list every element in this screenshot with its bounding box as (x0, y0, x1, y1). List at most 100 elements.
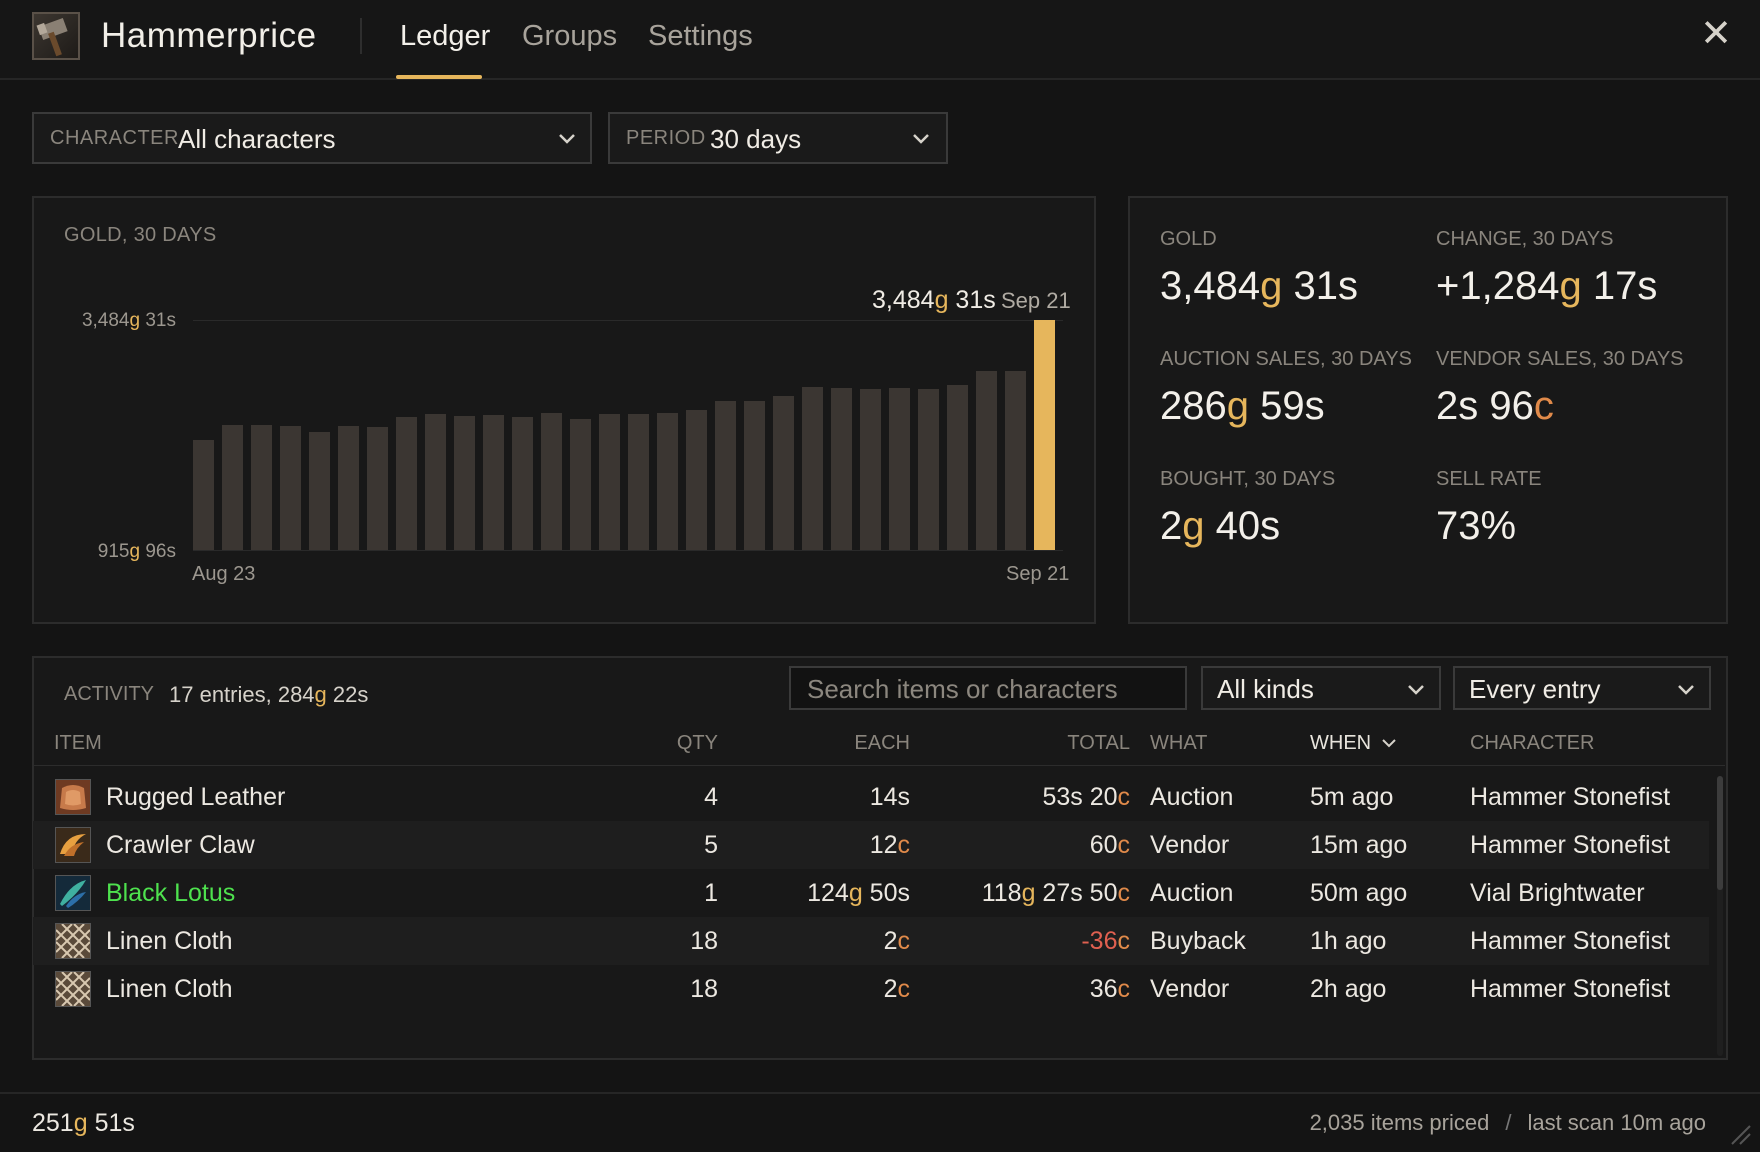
item-total: 53s 20c (1042, 783, 1130, 811)
col-item[interactable]: ITEM (54, 732, 102, 754)
chevron-down-icon (1405, 679, 1427, 701)
chevron-down-icon (910, 128, 932, 150)
entry-filter-dropdown[interactable]: Every entry (1453, 666, 1711, 710)
item-name: Rugged Leather (106, 783, 286, 811)
entry-kind: Auction (1150, 879, 1234, 907)
entry-kind: Auction (1150, 783, 1234, 811)
item-qty: 5 (704, 831, 718, 859)
chevron-down-icon (1675, 679, 1697, 701)
table-row[interactable]: Crawler Claw 5 12c 60c Vendor 15m ago Hammer S… (33, 821, 1709, 869)
hammer-logo-icon (32, 12, 80, 60)
stat-label: BOUGHT, 30 DAYS (1160, 468, 1336, 490)
y-tick-bottom: 915g 96s (97, 541, 176, 562)
title-divider (360, 18, 362, 54)
title-bar: Hammerprice Ledger Groups Settings ✕ (0, 0, 1760, 80)
kind-filter-value: All kinds (1217, 674, 1314, 704)
period-dropdown-label: PERIOD (626, 127, 706, 149)
stat-label: CHANGE, 30 DAYS (1436, 228, 1614, 250)
table-row[interactable]: Linen Cloth 18 2c 36c Vendor 2h ago Hammer Sto… (33, 965, 1709, 1013)
entry-when: 1h ago (1310, 927, 1387, 955)
entry-character: Hammer Stonefist (1470, 831, 1671, 859)
character-dropdown-label: CHARACTER (50, 127, 179, 149)
tab-ledger[interactable]: Ledger (400, 20, 491, 52)
scrollbar-thumb[interactable] (1717, 776, 1723, 890)
table-row[interactable]: Linen Cloth 18 2c -36c Buyback 1h ago Hammer S… (33, 917, 1709, 965)
entry-character: Hammer Stonefist (1470, 975, 1671, 1003)
item-total: 36c (1089, 975, 1130, 1003)
last-scan: last scan 10m ago (1527, 1110, 1706, 1135)
app-title: Hammerprice (101, 16, 317, 55)
col-qty[interactable]: QTY (676, 732, 718, 754)
cloth-icon (55, 971, 91, 1007)
stat-label: AUCTION SALES, 30 DAYS (1160, 348, 1412, 370)
chart-callout-date: Sep 21 (1001, 288, 1071, 313)
item-each: 2c (883, 927, 910, 955)
table-row[interactable]: Rugged Leather 4 14s 53s 20c Auction 5m ago Ha… (33, 773, 1709, 821)
stat-label: GOLD (1160, 228, 1217, 250)
col-total[interactable]: TOTAL (1067, 732, 1130, 754)
tab-settings[interactable]: Settings (648, 20, 753, 52)
entry-character: Vial Brightwater (1470, 879, 1645, 907)
item-qty: 18 (690, 975, 718, 1003)
item-qty: 18 (690, 927, 718, 955)
table-row[interactable]: Black Lotus 1 124g 50s 118g 27s 50c Auction 5… (33, 869, 1709, 917)
search-input[interactable] (807, 674, 1167, 704)
entry-kind: Buyback (1150, 927, 1246, 955)
resize-grip-icon[interactable] (1726, 1120, 1752, 1146)
item-each: 14s (869, 783, 910, 811)
entry-when: 50m ago (1310, 879, 1408, 907)
stat-label: SELL RATE (1436, 468, 1542, 490)
claw-icon (55, 827, 91, 863)
item-name: Black Lotus (106, 879, 236, 907)
leather-icon (55, 779, 91, 815)
col-what[interactable]: WHAT (1150, 732, 1208, 754)
stat-value: +1,284g 17s (1436, 264, 1658, 308)
footer-status: 2,035 items priced / last scan 10m ago (1310, 1110, 1706, 1136)
items-priced: 2,035 items priced (1309, 1110, 1490, 1135)
period-dropdown-value: 30 days (710, 124, 802, 154)
item-each: 124g 50s (807, 879, 910, 907)
stats-panel (1128, 196, 1728, 624)
chart-baseline (193, 550, 1063, 551)
tab-groups[interactable]: Groups (522, 20, 618, 52)
entry-filter-value: Every entry (1469, 674, 1601, 704)
close-icon[interactable]: ✕ (1700, 13, 1732, 55)
x-tick-end: Sep 21 (1006, 563, 1070, 585)
scrollbar-track[interactable] (1717, 776, 1723, 1056)
kind-filter-dropdown[interactable]: All kinds (1201, 666, 1441, 710)
active-tab-indicator (396, 75, 482, 79)
item-name: Linen Cloth (106, 927, 233, 955)
chart-title: GOLD, 30 DAYS (64, 224, 217, 246)
activity-summary: 17 entries, 284g 22s (169, 682, 369, 707)
item-qty: 1 (704, 879, 718, 907)
footer-separator: / (1505, 1110, 1512, 1135)
character-dropdown-value: All characters (178, 124, 336, 154)
col-when[interactable]: WHEN (1310, 732, 1397, 755)
chevron-down-icon (556, 128, 578, 150)
stat-label: VENDOR SALES, 30 DAYS (1436, 348, 1684, 370)
col-character[interactable]: CHARACTER (1470, 732, 1595, 754)
entry-when: 2h ago (1310, 975, 1387, 1003)
chart-callout-value: 3,484g 31s (872, 286, 996, 314)
item-each: 2c (883, 975, 910, 1003)
search-box[interactable] (789, 666, 1187, 710)
stat-value: 286g 59s (1160, 384, 1325, 428)
table-header-divider (33, 765, 1725, 766)
stat-value: 2g 40s (1160, 504, 1281, 548)
col-each[interactable]: EACH (854, 732, 910, 754)
entry-character: Hammer Stonefist (1470, 783, 1671, 811)
entry-when: 15m ago (1310, 831, 1408, 859)
character-dropdown[interactable]: CHARACTER All characters (32, 112, 592, 164)
stat-value: 73% (1436, 504, 1517, 548)
item-total: 60c (1089, 831, 1130, 859)
entry-kind: Vendor (1150, 831, 1230, 859)
chart-gridline-top (193, 320, 1063, 321)
item-qty: 4 (704, 783, 718, 811)
item-total: -36c (1081, 927, 1130, 955)
cloth-icon (55, 923, 91, 959)
status-bar: 251g 51s 2,035 items priced / last scan 10… (0, 1092, 1760, 1152)
col-when-label: WHEN (1310, 732, 1372, 754)
footer-gold: 251g 51s (32, 1109, 135, 1137)
sort-chevron-icon (1381, 739, 1396, 748)
period-dropdown[interactable]: PERIOD 30 days (608, 112, 948, 164)
